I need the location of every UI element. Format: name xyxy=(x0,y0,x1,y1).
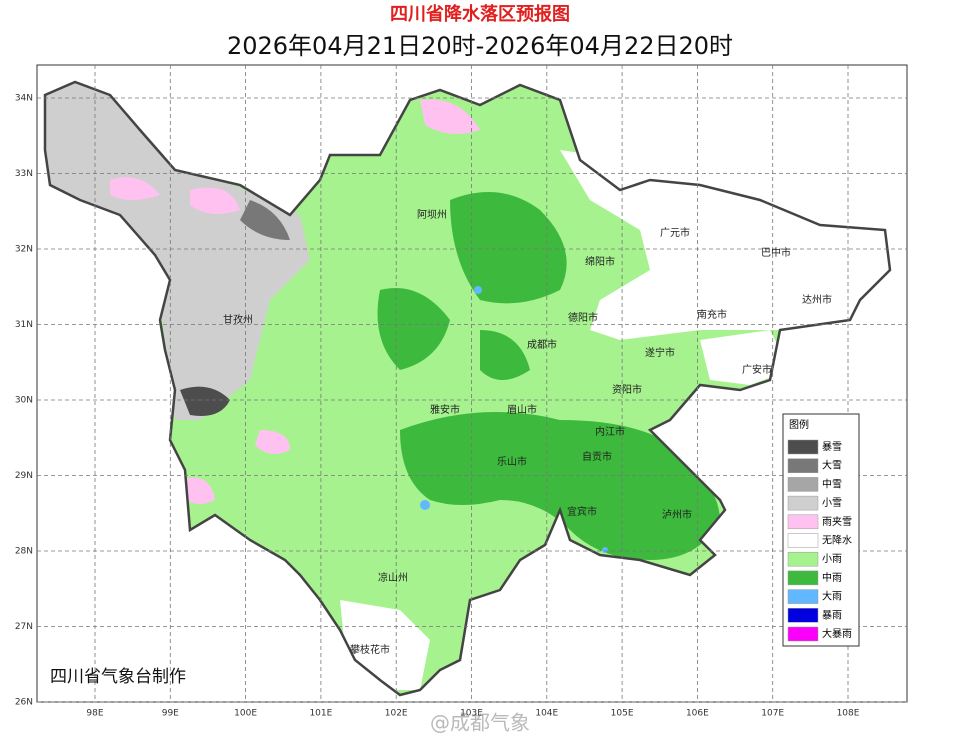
city-label: 眉山市 xyxy=(507,403,537,416)
city-label: 乐山市 xyxy=(497,455,527,468)
legend-label: 雨夹雪 xyxy=(822,515,852,528)
city-label: 南充市 xyxy=(697,308,727,321)
credit: 四川省气象台制作 xyxy=(50,667,186,687)
lon-label: 100E xyxy=(234,709,257,719)
lat-label: 28N xyxy=(15,547,33,557)
city-label: 德阳市 xyxy=(568,311,598,324)
legend-label: 中雨 xyxy=(822,571,842,584)
lat-label: 30N xyxy=(15,396,33,406)
lon-label: 108E xyxy=(837,709,860,719)
legend-label: 小雪 xyxy=(822,497,842,509)
city-label: 阿坝州 xyxy=(417,209,447,221)
legend-label: 大雨 xyxy=(822,590,842,603)
legend-label: 暴雨 xyxy=(822,609,842,621)
lon-label: 99E xyxy=(162,709,179,719)
city-label: 攀枝花市 xyxy=(350,643,390,656)
city-label: 广元市 xyxy=(660,226,690,239)
lon-label: 102E xyxy=(385,709,408,719)
lon-label: 103E xyxy=(460,709,483,719)
lon-label: 98E xyxy=(86,709,103,719)
lon-label: 104E xyxy=(535,709,558,719)
legend-label: 中雪 xyxy=(822,477,842,490)
legend-swatch xyxy=(787,570,819,586)
city-label: 广安市 xyxy=(742,363,772,376)
legend-label: 暴雪 xyxy=(822,441,842,453)
lat-label: 32N xyxy=(15,245,33,255)
city-label: 雅安市 xyxy=(430,403,460,416)
lat-label: 33N xyxy=(15,169,33,179)
legend-swatch xyxy=(787,589,819,604)
legend-label: 大暴雨 xyxy=(822,627,852,640)
city-label: 泸州市 xyxy=(662,508,692,521)
city-label: 绵阳市 xyxy=(585,255,615,268)
lat-label: 31N xyxy=(15,320,33,330)
lon-label: 101E xyxy=(309,709,332,719)
lat-label: 27N xyxy=(15,622,33,632)
graticule xyxy=(37,65,907,703)
watermark: @成都气象 xyxy=(430,711,530,735)
map-title: 四川省降水落区预报图 xyxy=(390,3,570,25)
legend-swatch xyxy=(787,608,819,623)
legend-swatch xyxy=(787,626,819,642)
lon-label: 107E xyxy=(761,709,784,719)
legend-swatch xyxy=(787,477,819,492)
legend-title: 图例 xyxy=(789,418,809,431)
map-subtitle: 2026年04月21日20时-2026年04月22日20时 xyxy=(227,32,733,60)
city-label: 达州市 xyxy=(802,293,832,306)
legend-label: 大雪 xyxy=(822,459,842,472)
lon-label: 105E xyxy=(611,709,634,719)
legend-swatch xyxy=(787,495,819,511)
legend-swatch xyxy=(787,439,819,455)
city-label: 宜宾市 xyxy=(567,505,597,518)
city-label: 甘孜州 xyxy=(223,313,253,326)
legend-label: 小雨 xyxy=(822,553,842,565)
city-label: 成都市 xyxy=(527,338,557,351)
legend-label: 无降水 xyxy=(822,534,852,547)
city-label: 自贡市 xyxy=(582,450,612,463)
province-border xyxy=(43,80,892,697)
lon-label: 106E xyxy=(686,709,709,719)
legend-swatch xyxy=(787,551,819,567)
legend-swatch xyxy=(787,533,819,548)
city-label: 遂宁市 xyxy=(645,346,675,359)
lat-label: 29N xyxy=(15,471,33,481)
city-label: 内江市 xyxy=(595,425,625,438)
city-label: 巴中市 xyxy=(761,246,791,259)
lat-label: 26N xyxy=(15,698,33,708)
legend-swatch xyxy=(787,514,819,530)
city-label: 凉山州 xyxy=(378,571,408,584)
lat-label: 34N xyxy=(15,94,33,104)
legend-swatch xyxy=(787,458,819,473)
city-label: 资阳市 xyxy=(612,383,642,396)
